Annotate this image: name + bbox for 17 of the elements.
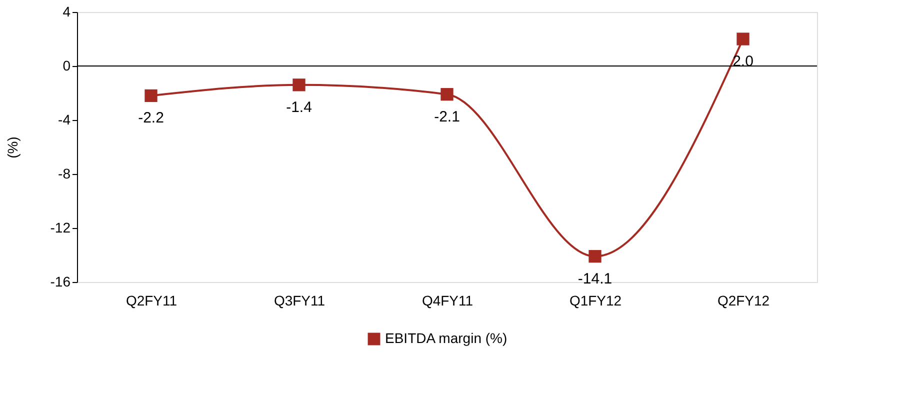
x-tick-label: Q3FY11	[274, 292, 326, 308]
y-tick-label: 4	[62, 4, 71, 20]
data-label: -2.1	[434, 108, 460, 126]
x-tick-label: Q4FY11	[422, 292, 474, 308]
y-tick-label: 0	[62, 58, 71, 74]
data-label: -1.4	[286, 98, 312, 116]
y-tick-label: -12	[50, 220, 71, 236]
x-tick-label: Q2FY12	[717, 292, 770, 308]
x-tick-label: Q2FY11	[126, 292, 178, 308]
y-axis-title: (%)	[4, 136, 20, 158]
data-label: -2.2	[138, 110, 164, 127]
data-label: -14.1	[578, 270, 612, 288]
legend-label: EBITDA margin (%)	[385, 330, 508, 346]
y-tick-label: -8	[58, 166, 71, 182]
y-tick-label: -16	[50, 274, 71, 290]
y-tick-label: -4	[58, 112, 71, 128]
x-tick-label: Q1FY12	[569, 292, 622, 308]
